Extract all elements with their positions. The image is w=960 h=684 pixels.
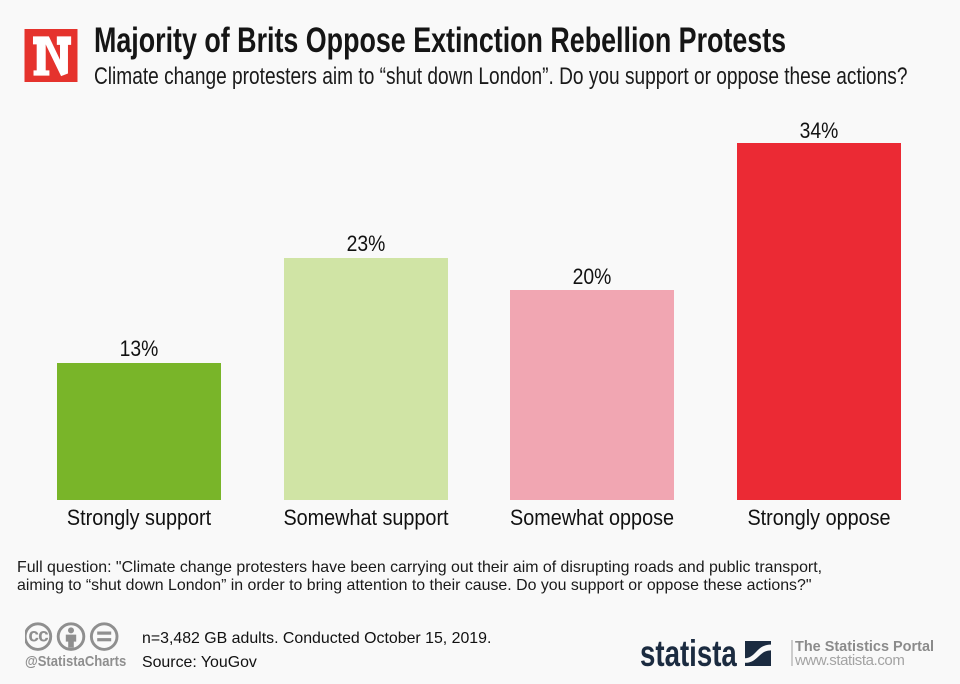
svg-text:cc: cc — [28, 626, 49, 647]
